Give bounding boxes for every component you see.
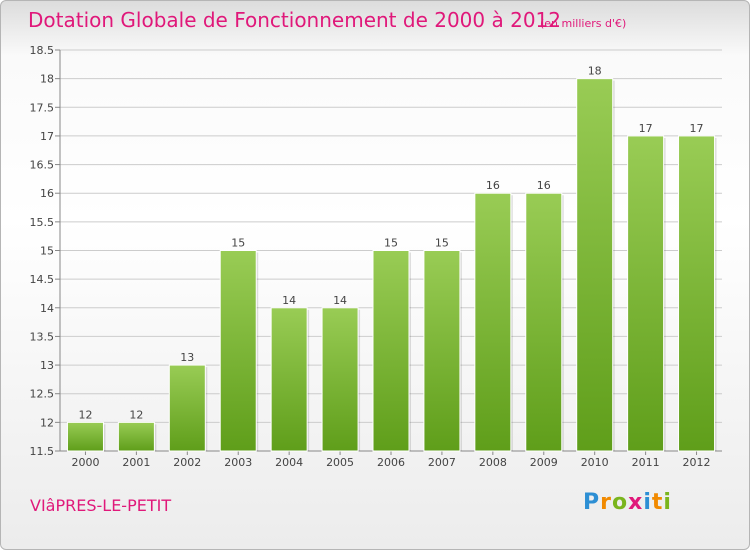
y-tick-label: 11.5 (30, 445, 55, 458)
x-tick-label: 2001 (122, 456, 150, 469)
data-label: 12 (78, 408, 92, 421)
x-tick-label: 2011 (632, 456, 660, 469)
logo-letter: x (628, 490, 644, 515)
logo-letter: r (600, 490, 612, 515)
chart-subtitle: (en milliers d'€) (540, 17, 627, 30)
x-tick-label: 2000 (71, 456, 99, 469)
bar (219, 250, 257, 452)
x-tick-label: 2008 (479, 456, 507, 469)
logo-letter: t (651, 490, 664, 515)
bar (66, 421, 104, 452)
proxiti-logo: Proxiti (583, 490, 672, 515)
y-tick-label: 12 (40, 416, 54, 429)
bar (321, 307, 359, 452)
x-tick-label: 2004 (275, 456, 303, 469)
bar-layer (66, 78, 717, 452)
commune-name: VIâPRES-LE-PETIT (30, 496, 172, 515)
bar (372, 250, 410, 452)
y-tick-label: 14 (40, 302, 54, 315)
bar (474, 192, 512, 452)
y-tick-label: 13 (40, 359, 54, 372)
data-label: 17 (639, 122, 653, 135)
data-label: 16 (537, 179, 551, 192)
data-label: 14 (282, 294, 296, 307)
data-label: 13 (180, 351, 194, 364)
y-tick-label: 14.5 (30, 273, 55, 286)
bar (423, 250, 461, 452)
data-label: 17 (690, 122, 704, 135)
logo-letter: P (583, 490, 601, 515)
data-label: 16 (486, 179, 500, 192)
y-tick-label: 15.5 (30, 216, 55, 229)
bar (678, 135, 716, 452)
label-layer: 11.5 12 12.5 13 13.5 14 14.5 15 15.5 16 16.5 17 17.5… (30, 44, 711, 469)
y-tick-label: 16.5 (30, 159, 55, 172)
bar (117, 421, 155, 452)
y-tick-label: 17.5 (30, 101, 55, 114)
bar (270, 307, 308, 452)
x-tick-label: 2009 (530, 456, 558, 469)
logo-letter: i (643, 490, 652, 515)
x-tick-label: 2012 (683, 456, 711, 469)
data-label: 14 (333, 294, 347, 307)
y-tick-label: 16 (40, 187, 54, 200)
y-tick-label: 18 (40, 73, 54, 86)
x-tick-label: 2007 (428, 456, 456, 469)
bar (168, 364, 206, 452)
y-tick-label: 17 (40, 130, 54, 143)
bar (525, 192, 563, 452)
x-tick-label: 2006 (377, 456, 405, 469)
y-tick-label: 15 (40, 245, 54, 258)
data-label: 12 (129, 408, 143, 421)
data-label: 15 (384, 237, 398, 250)
bar (627, 135, 665, 452)
logo-letter: i (663, 490, 672, 515)
bar (576, 78, 614, 452)
y-tick-label: 18.5 (30, 44, 55, 57)
data-label: 18 (588, 65, 602, 78)
y-tick-label: 12.5 (30, 388, 55, 401)
x-tick-label: 2002 (173, 456, 201, 469)
x-tick-label: 2005 (326, 456, 354, 469)
x-tick-label: 2010 (581, 456, 609, 469)
logo-letter: o (611, 490, 629, 515)
chart-title: Dotation Globale de Fonctionnement de 20… (28, 8, 561, 32)
x-tick-label: 2003 (224, 456, 252, 469)
data-label: 15 (435, 237, 449, 250)
data-label: 15 (231, 237, 245, 250)
y-tick-label: 13.5 (30, 330, 55, 343)
